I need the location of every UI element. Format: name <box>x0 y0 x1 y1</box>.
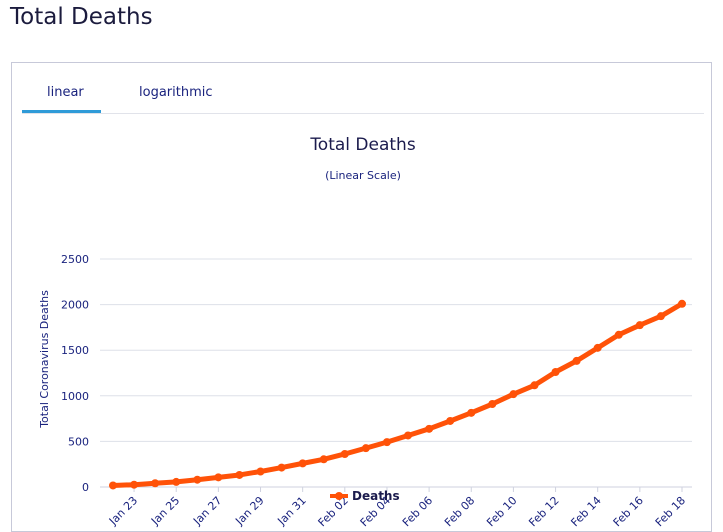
data-point <box>509 390 518 399</box>
data-point <box>404 431 413 440</box>
series-line-deaths <box>110 301 685 488</box>
data-point <box>277 463 286 472</box>
series-deaths <box>109 299 686 490</box>
data-point <box>656 312 665 321</box>
x-tick-label: Feb 06 <box>400 494 435 529</box>
data-point <box>109 481 117 490</box>
x-tick-label: Jan 23 <box>106 494 140 528</box>
data-point <box>235 470 244 479</box>
y-tick-label: 0 <box>82 481 89 494</box>
data-point <box>446 416 455 425</box>
data-point <box>298 459 307 468</box>
data-point <box>256 467 265 476</box>
data-point <box>467 408 476 417</box>
legend-label-deaths: Deaths <box>352 489 400 503</box>
data-point <box>319 455 328 464</box>
data-point <box>172 477 181 486</box>
y-tick-label: 1000 <box>61 390 89 403</box>
data-point <box>572 356 581 365</box>
data-point <box>488 400 497 409</box>
x-tick-label: Feb 16 <box>611 494 646 529</box>
y-axis-label: Total Coronavirus Deaths <box>38 290 51 429</box>
data-point <box>551 367 560 376</box>
x-tick-label: Feb 08 <box>442 494 477 529</box>
x-tick-label: Feb 12 <box>526 494 561 529</box>
y-tick-label: 2000 <box>61 299 89 312</box>
legend-marker <box>335 492 343 500</box>
data-point <box>382 438 391 447</box>
scale-tabs: linear logarithmic <box>22 63 704 114</box>
x-tick-label: Jan 25 <box>148 494 182 528</box>
x-tick-label: Feb 02 <box>316 494 351 529</box>
data-point <box>635 321 644 330</box>
data-point <box>593 343 602 352</box>
data-point <box>193 475 202 484</box>
chart-subtitle: (Linear Scale) <box>325 169 401 182</box>
tab-linear[interactable]: linear <box>47 85 84 100</box>
x-tick-label: Feb 14 <box>568 494 603 529</box>
chart-title: Total Deaths <box>309 135 416 155</box>
chart-panel: linear logarithmic Total Deaths (Linear … <box>11 62 712 532</box>
page-title: Total Deaths <box>10 4 153 30</box>
data-point <box>130 480 139 489</box>
gridlines <box>100 258 692 488</box>
data-point <box>214 473 223 482</box>
data-point <box>361 444 370 453</box>
deaths-line-chart: Total Deaths (Linear Scale) 0 500 1000 1500… <box>38 135 692 529</box>
y-tick-label: 500 <box>68 435 89 448</box>
tab-logarithmic[interactable]: logarithmic <box>139 85 213 100</box>
legend[interactable]: Deaths <box>330 489 400 503</box>
data-point <box>340 449 349 458</box>
y-tick-label: 1500 <box>61 344 89 357</box>
x-tick-label: Feb 18 <box>653 494 688 529</box>
data-point <box>614 330 623 339</box>
x-tick-label: Jan 29 <box>232 494 266 528</box>
x-tick-label: Jan 27 <box>190 494 224 528</box>
x-tick-label: Jan 31 <box>275 494 309 528</box>
data-point <box>530 381 539 390</box>
active-tab-indicator <box>22 110 101 113</box>
y-tick-label: 2500 <box>61 253 89 266</box>
data-point <box>678 299 686 308</box>
y-axis-ticks: 0 500 1000 1500 2000 2500 <box>61 253 89 494</box>
data-point <box>151 479 160 488</box>
data-point <box>425 424 434 433</box>
x-tick-label: Feb 10 <box>484 494 519 529</box>
